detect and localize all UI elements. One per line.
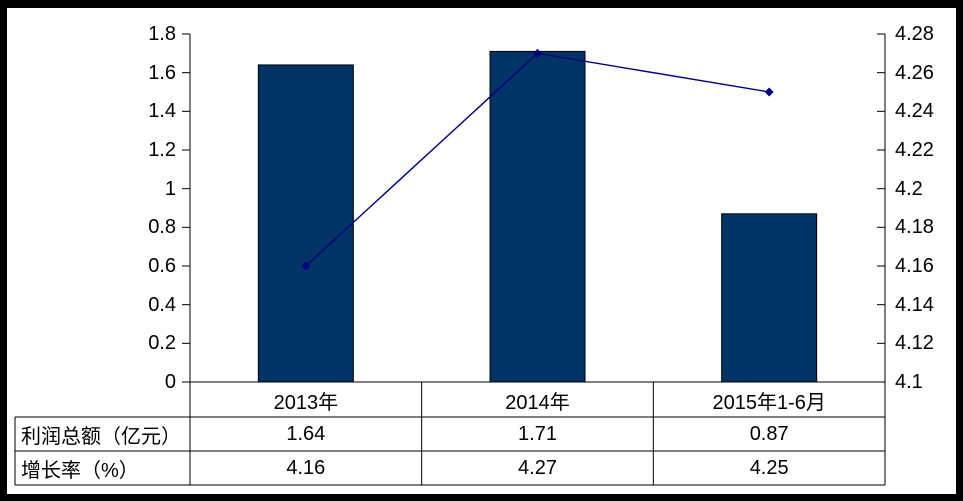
left-axis-tick-label: 0.8 — [148, 216, 176, 239]
left-axis-tick-label: 1.8 — [148, 23, 176, 45]
right-axis-tick-label: 4.1 — [895, 371, 923, 393]
profit-bar-3 — [721, 213, 818, 383]
right-axis-tick-label: 4.26 — [895, 61, 934, 84]
category-header-cell: 2013年 — [273, 391, 339, 414]
right-axis-tick-label: 4.2 — [895, 177, 923, 200]
right-axis-tick-label: 4.12 — [895, 332, 934, 355]
right-axis-tick-label: 4.24 — [895, 100, 934, 123]
left-axis-tick-label: 0.6 — [148, 255, 176, 277]
value-cell: 4.27 — [518, 456, 557, 479]
right-axis-tick-label: 4.14 — [895, 293, 934, 316]
row-label-cell: 增长率（%） — [21, 459, 139, 482]
left-axis-tick-label: 0 — [164, 371, 176, 393]
row-label-cell: 利润总额（亿元） — [21, 425, 181, 448]
value-cell: 0.87 — [749, 422, 789, 445]
value-cell: 4.16 — [286, 456, 326, 479]
profit-bar-1 — [257, 64, 354, 383]
left-axis-tick-label: 0.2 — [148, 332, 176, 355]
left-axis-tick-label: 0.4 — [148, 293, 176, 316]
right-axis-tick-label: 4.16 — [895, 255, 934, 277]
value-cell: 1.71 — [518, 422, 557, 445]
right-axis-tick-label: 4.18 — [895, 216, 934, 239]
value-cell: 4.25 — [749, 456, 789, 479]
category-header-cell: 2014年 — [505, 391, 570, 414]
line-marker-2 — [533, 48, 542, 58]
value-cell: 1.64 — [286, 422, 326, 445]
line-marker-3 — [764, 87, 774, 97]
left-axis-tick-label: 1.6 — [148, 61, 176, 84]
line-marker-1 — [301, 261, 311, 271]
category-header-cell: 2015年1-6月 — [712, 391, 826, 414]
left-axis-tick-label: 1.2 — [148, 139, 176, 161]
right-axis-tick-label: 4.28 — [895, 23, 934, 45]
left-axis-tick-label: 1 — [164, 177, 176, 200]
left-axis-tick-label: 1.4 — [148, 100, 176, 123]
right-axis-tick-label: 4.22 — [895, 139, 934, 161]
